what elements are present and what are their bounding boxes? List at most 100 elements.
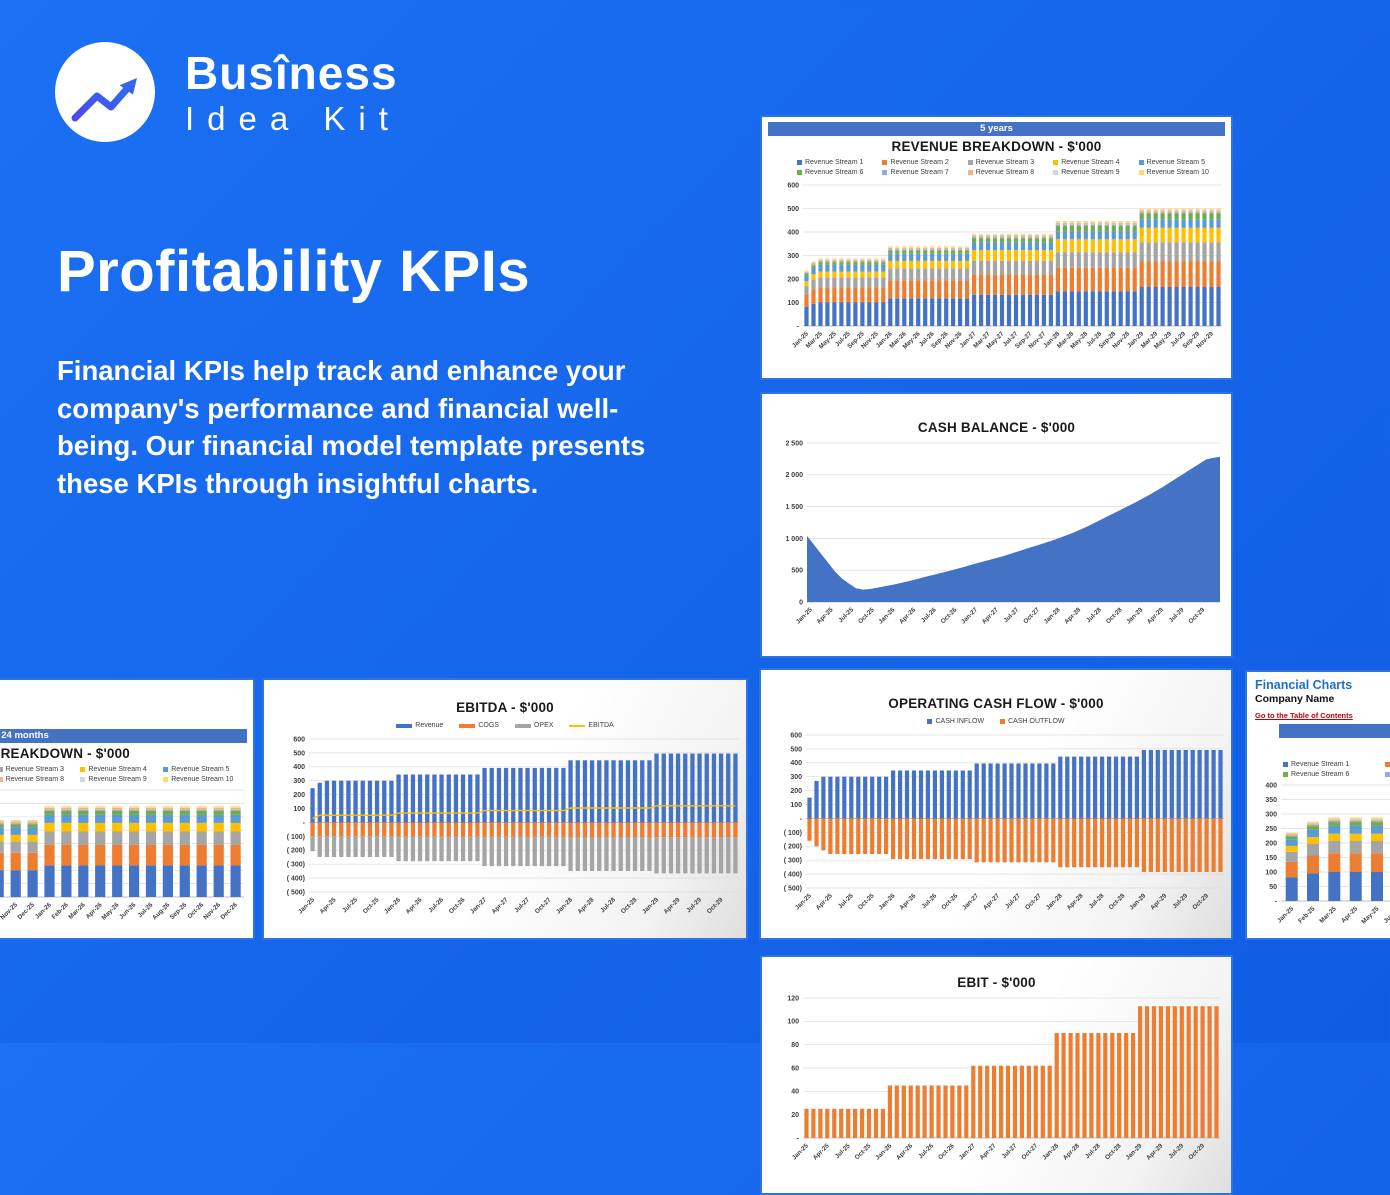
legend-item: CASH OUTFLOW bbox=[1000, 718, 1064, 725]
svg-text:Jan-26: Jan-26 bbox=[877, 892, 896, 911]
svg-text:Oct-25: Oct-25 bbox=[857, 892, 876, 911]
svg-text:Apr-26: Apr-26 bbox=[895, 1142, 914, 1161]
legend-swatch-icon bbox=[459, 724, 475, 728]
svg-text:500: 500 bbox=[293, 750, 305, 757]
svg-text:-: - bbox=[797, 1135, 800, 1142]
trending-up-icon bbox=[55, 42, 155, 142]
svg-text:80: 80 bbox=[791, 1042, 799, 1049]
svg-text:Apr-27: Apr-27 bbox=[982, 892, 1001, 911]
svg-text:200: 200 bbox=[1265, 840, 1277, 847]
svg-text:600: 600 bbox=[787, 182, 799, 189]
svg-text:( 100): ( 100) bbox=[287, 834, 305, 841]
legend-item: Revenue Stream 4 bbox=[1053, 159, 1134, 166]
svg-text:( 200): ( 200) bbox=[784, 844, 802, 851]
svg-text:Jan-25: Jan-25 bbox=[794, 892, 813, 911]
svg-text:60: 60 bbox=[791, 1065, 799, 1072]
legend-label: OPEX bbox=[534, 722, 553, 729]
legend-label: Revenue Stream 4 bbox=[88, 766, 146, 773]
revenue-breakdown-5y-chart: 600500400300200100-Jan-25Mar-25May-25Jul… bbox=[767, 179, 1230, 370]
svg-text:500: 500 bbox=[787, 206, 799, 213]
svg-text:Oct-25: Oct-25 bbox=[857, 606, 876, 625]
svg-text:Jul-27: Jul-27 bbox=[1002, 606, 1020, 624]
svg-text:Jul-27: Jul-27 bbox=[513, 896, 531, 914]
svg-text:150: 150 bbox=[1265, 855, 1277, 862]
legend-label: Revenue Stream 1 bbox=[1291, 761, 1349, 768]
svg-text:Jan-26: Jan-26 bbox=[34, 901, 53, 920]
svg-text:Jul-25: Jul-25 bbox=[341, 896, 359, 914]
svg-text:Jul-28: Jul-28 bbox=[1088, 892, 1106, 910]
legend-item: Revenue Stream 7 bbox=[882, 169, 963, 176]
svg-text:100: 100 bbox=[790, 802, 802, 809]
svg-text:Apr-25: Apr-25 bbox=[815, 892, 834, 911]
svg-text:Jul-28: Jul-28 bbox=[599, 896, 617, 914]
svg-text:Jan-25: Jan-25 bbox=[795, 606, 814, 625]
svg-text:20: 20 bbox=[791, 1112, 799, 1119]
svg-text:600: 600 bbox=[293, 736, 305, 743]
svg-text:350: 350 bbox=[1265, 797, 1277, 804]
legend-swatch-icon bbox=[1053, 170, 1058, 175]
svg-text:Oct-28: Oct-28 bbox=[1105, 606, 1124, 625]
legend-label: Revenue Stream 3 bbox=[976, 159, 1034, 166]
svg-text:1 000: 1 000 bbox=[785, 536, 803, 543]
legend-label: Revenue Stream 8 bbox=[976, 169, 1034, 176]
svg-text:100: 100 bbox=[1265, 869, 1277, 876]
chart-title-revenue-breakdown-24m: REVENUE BREAKDOWN - $'000 bbox=[0, 745, 248, 763]
svg-text:Jul-25: Jul-25 bbox=[837, 606, 855, 624]
legend-swatch-icon bbox=[1139, 170, 1144, 175]
svg-text:400: 400 bbox=[293, 764, 305, 771]
period-header-24-months: 24 months bbox=[0, 729, 247, 743]
sheet-header: Financial Charts Company Name Go to the … bbox=[1253, 676, 1390, 722]
svg-text:May-25: May-25 bbox=[1360, 905, 1380, 925]
svg-text:( 100): ( 100) bbox=[784, 830, 802, 837]
legend-swatch-icon bbox=[968, 160, 973, 165]
legend-swatch-icon bbox=[569, 725, 585, 727]
svg-text:Apr-26: Apr-26 bbox=[898, 892, 917, 911]
legend-item: Revenue Stream 9 bbox=[80, 776, 159, 783]
legend-label: Revenue Stream 6 bbox=[1291, 771, 1349, 778]
svg-text:300: 300 bbox=[790, 774, 802, 781]
svg-text:0: 0 bbox=[799, 599, 803, 606]
legend-label: CASH INFLOW bbox=[935, 718, 984, 725]
svg-text:Jan-27: Jan-27 bbox=[469, 896, 488, 915]
svg-text:400: 400 bbox=[1265, 782, 1277, 789]
company-name: Company Name bbox=[1255, 693, 1390, 705]
svg-text:Nov-26: Nov-26 bbox=[202, 901, 222, 921]
legend-swatch-icon bbox=[797, 160, 802, 165]
legend-label: Revenue bbox=[415, 722, 443, 729]
svg-text:200: 200 bbox=[787, 276, 799, 283]
chart-title-ebit: EBIT - $'000 bbox=[767, 974, 1226, 992]
legend-label: Revenue Stream 6 bbox=[805, 169, 863, 176]
svg-text:Jul-26: Jul-26 bbox=[917, 1142, 935, 1160]
svg-text:Apr-27: Apr-27 bbox=[981, 606, 1000, 625]
legend-item: Revenue Stream 9 bbox=[1053, 169, 1134, 176]
svg-text:Apr-25: Apr-25 bbox=[812, 1142, 831, 1161]
poster-canvas: Busîness Idea Kit Profitability KPIs Fin… bbox=[0, 0, 1390, 1043]
svg-text:Dec-26: Dec-26 bbox=[219, 901, 239, 921]
legend-label: Revenue Stream 1 bbox=[805, 159, 863, 166]
svg-text:-: - bbox=[303, 820, 306, 827]
table-of-contents-link[interactable]: Go to the Table of Contents bbox=[1255, 711, 1353, 720]
svg-text:Jan-29: Jan-29 bbox=[1128, 892, 1147, 911]
legend-swatch-icon bbox=[797, 170, 802, 175]
svg-text:Oct-29: Oct-29 bbox=[1187, 606, 1206, 625]
svg-text:Jan-27: Jan-27 bbox=[960, 606, 979, 625]
chart-title bbox=[1253, 740, 1390, 758]
legend-item: CASH INFLOW bbox=[927, 718, 984, 725]
legend-item: Revenue Stream 2 bbox=[1385, 761, 1390, 768]
legend-swatch-icon bbox=[882, 160, 887, 165]
svg-text:Apr-28: Apr-28 bbox=[1062, 1142, 1081, 1161]
svg-text:2 000: 2 000 bbox=[785, 472, 803, 479]
legend-label: Revenue Stream 9 bbox=[1061, 169, 1119, 176]
svg-text:300: 300 bbox=[1265, 811, 1277, 818]
svg-text:Jul-29: Jul-29 bbox=[685, 896, 703, 914]
legend-swatch-icon bbox=[882, 170, 887, 175]
svg-text:Sep-26: Sep-26 bbox=[169, 901, 189, 921]
svg-text:2 500: 2 500 bbox=[785, 440, 803, 447]
svg-text:Jul-29: Jul-29 bbox=[1167, 1142, 1185, 1160]
page-title: Profitability KPIs bbox=[57, 240, 530, 304]
